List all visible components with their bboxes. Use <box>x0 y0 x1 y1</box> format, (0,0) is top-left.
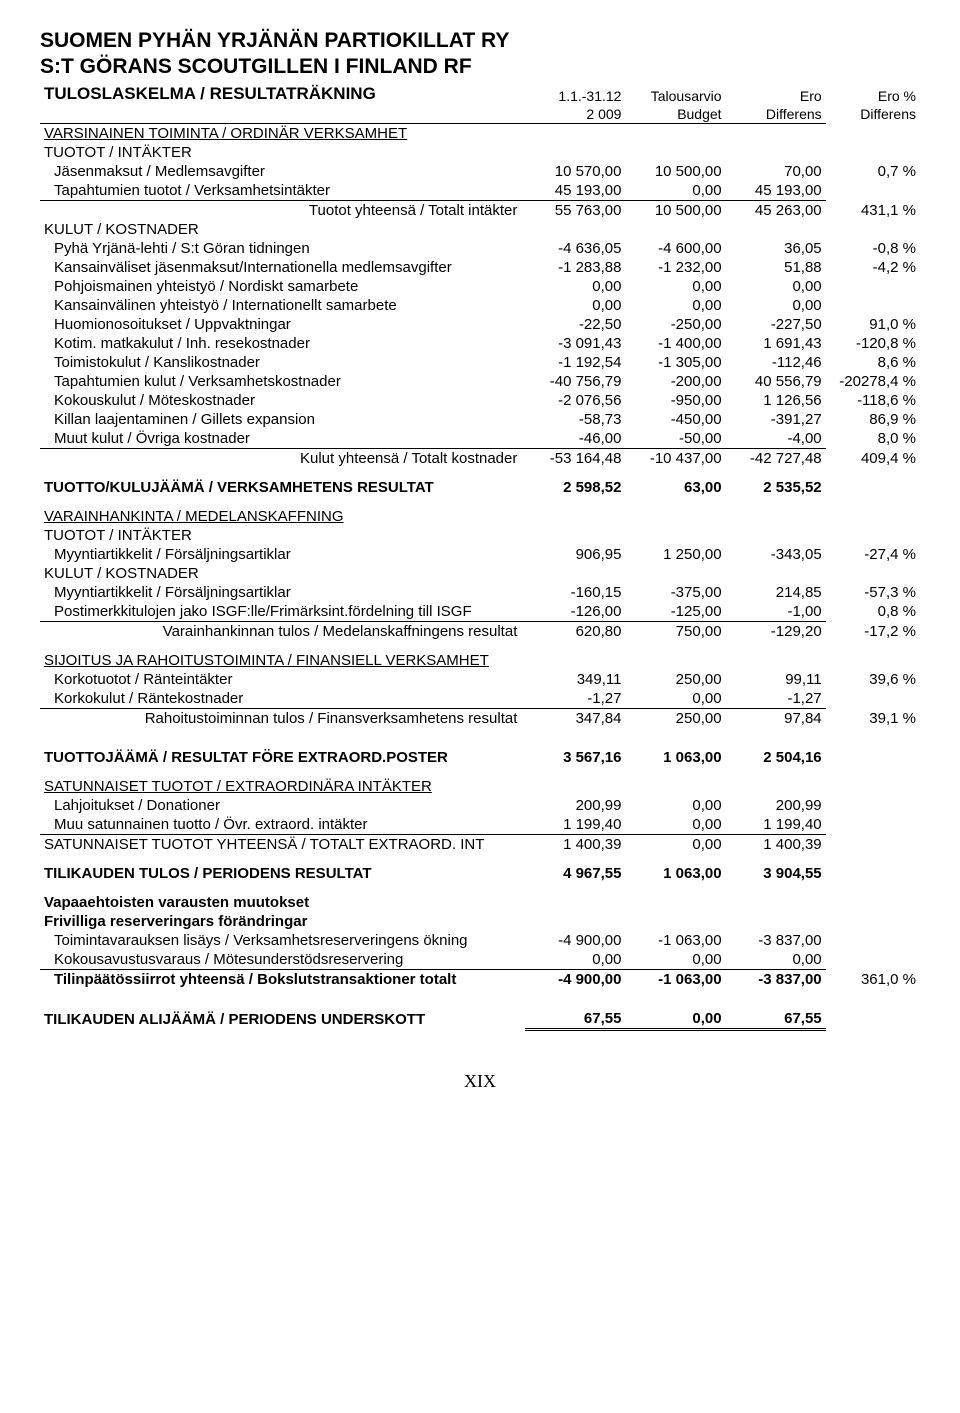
row-exp1-10: Muut kulut / Övriga kostnader-46,00-50,0… <box>40 429 920 449</box>
result2: Varainhankinnan tulos / Medelanskaffning… <box>40 621 920 641</box>
hdr-budget: Budget <box>625 105 725 124</box>
row-s3-1: Korkokulut / Räntekostnader-1,270,00-1,2… <box>40 689 920 709</box>
hdr-period: 1.1.-31.12 <box>525 83 625 105</box>
row-income2-0: Myyntiartikkelit / Försäljningsartiklar9… <box>40 545 920 564</box>
row-exp1-0: Pyhä Yrjänä-lehti / S:t Göran tidningen-… <box>40 239 920 258</box>
section3-heading: SIJOITUS JA RAHOITUSTOIMINTA / FINANSIEL… <box>40 651 525 670</box>
hdr-diff: Differens <box>726 105 826 124</box>
org-name-line1: SUOMEN PYHÄN YRJÄNÄN PARTIOKILLAT RY <box>40 28 920 54</box>
row-exp1-6: Toimistokulut / Kanslikostnader-1 192,54… <box>40 353 920 372</box>
section2-heading: VARAINHANKINTA / MEDELANSKAFFNING <box>40 507 525 526</box>
page: SUOMEN PYHÄN YRJÄNÄN PARTIOKILLAT RY S:T… <box>0 0 960 1132</box>
hdr-budget-top: Talousarvio <box>625 83 725 105</box>
income1-total: Tuotot yhteensä / Totalt intäkter 55 763… <box>40 200 920 220</box>
row-exp1-2: Pohjoismainen yhteistyö / Nordiskt samar… <box>40 277 920 296</box>
row-s3-0: Korkotuotot / Ränteintäkter349,11250,009… <box>40 670 920 689</box>
expense-label-1: KULUT / KOSTNADER <box>40 220 525 239</box>
row-exp2-0: Myyntiartikkelit / Försäljningsartiklar-… <box>40 583 920 602</box>
result3: Rahoitustoiminnan tulos / Finansverksamh… <box>40 708 920 728</box>
section4-heading: SATUNNAISET TUOTOT / EXTRAORDINÄRA INTÄK… <box>40 777 525 796</box>
expense1-total: Kulut yhteensä / Totalt kostnader -53 16… <box>40 448 920 468</box>
hdr-year: 2 009 <box>525 105 625 124</box>
row-exp1-5: Kotim. matkakulut / Inh. resekostnader-3… <box>40 334 920 353</box>
header-table: TULOSLASKELMA / RESULTATRÄKNING 1.1.-31.… <box>40 83 920 1031</box>
row-income1-0: Jäsenmaksut / Medlemsavgifter 10 570,00 … <box>40 162 920 181</box>
expense-label-2: KULUT / KOSTNADER <box>40 564 525 583</box>
reserve-heading-1: Vapaaehtoisten varausten muutokset <box>40 893 525 912</box>
period-result: TILIKAUDEN TULOS / PERIODENS RESULTAT 4 … <box>40 864 920 883</box>
section1-heading: VARSINAINEN TOIMINTA / ORDINÄR VERKSAMHE… <box>40 123 525 143</box>
row-s4-0: Lahjoitukset / Donationer200,990,00200,9… <box>40 796 920 815</box>
reserve-total: Tilinpäätössiirrot yhteensä / Bokslutstr… <box>40 969 920 989</box>
result4: SATUNNAISET TUOTOT YHTEENSÄ / TOTALT EXT… <box>40 834 920 854</box>
doc-title: TULOSLASKELMA / RESULTATRÄKNING <box>44 84 376 103</box>
row-reserve-0: Toimintavarauksen lisäys / Verksamhetsre… <box>40 931 920 950</box>
hdr-pct-top: Ero % <box>826 83 920 105</box>
row-exp1-3: Kansainvälinen yhteistyö / Internationel… <box>40 296 920 315</box>
row-exp1-4: Huomionosoitukset / Uppvaktningar-22,50-… <box>40 315 920 334</box>
income-label-2: TUOTOT / INTÄKTER <box>40 526 525 545</box>
row-exp1-9: Killan laajentaminen / Gillets expansion… <box>40 410 920 429</box>
row-exp1-7: Tapahtumien kulut / Verksamhetskostnader… <box>40 372 920 391</box>
income-label-1: TUOTOT / INTÄKTER <box>40 143 525 162</box>
hdr-diff-top: Ero <box>726 83 826 105</box>
row-s4-1: Muu satunnainen tuotto / Övr. extraord. … <box>40 815 920 835</box>
row-reserve-1: Kokousavustusvaraus / Mötesunderstödsres… <box>40 950 920 970</box>
page-number: XIX <box>40 1071 920 1092</box>
org-name-line2: S:T GÖRANS SCOUTGILLEN I FINLAND RF <box>40 54 920 80</box>
row-exp2-1: Postimerkkitulojen jako ISGF:lle/Frimärk… <box>40 602 920 622</box>
reserve-heading-2: Frivilliga reserveringars förändringar <box>40 912 525 931</box>
row-exp1-8: Kokouskulut / Möteskostnader-2 076,56-95… <box>40 391 920 410</box>
row-income1-1: Tapahtumien tuotot / Verksamhetsintäkter… <box>40 181 920 201</box>
result1: TUOTTO/KULUJÄÄMÄ / VERKSAMHETENS RESULTA… <box>40 478 920 497</box>
result-before-extra: TUOTTOJÄÄMÄ / RESULTAT FÖRE EXTRAORD.POS… <box>40 748 920 767</box>
row-exp1-1: Kansainväliset jäsenmaksut/Internationel… <box>40 258 920 277</box>
hdr-pct: Differens <box>826 105 920 124</box>
deficit: TILIKAUDEN ALIJÄÄMÄ / PERIODENS UNDERSKO… <box>40 1009 920 1030</box>
